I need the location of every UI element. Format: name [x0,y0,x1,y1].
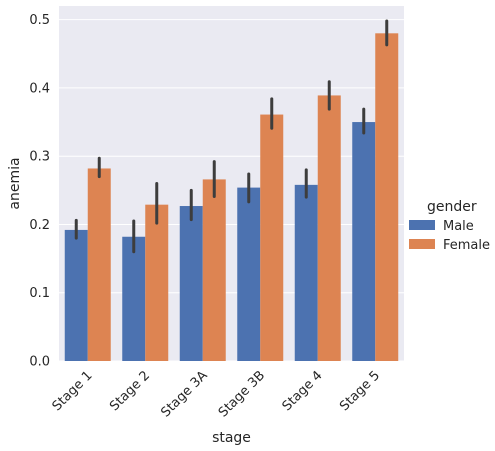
legend: gender Male Female [409,199,490,253]
y-tick-labels: 0.0 0.1 0.2 0.3 0.4 0.5 [29,13,50,369]
x-tick-label: Stage 3B [216,368,268,420]
bar-female-stage-4 [317,95,341,362]
bar-male-stage-3b [237,187,261,361]
bar-female-stage-2 [145,204,169,361]
y-axis-title: anemia [7,157,23,209]
legend-swatch-male [409,220,435,230]
y-tick-label: 0.1 [29,286,50,301]
plot-background [59,6,404,361]
bar-male-stage-4 [294,184,318,361]
y-tick-label: 0.2 [29,218,50,233]
bars [64,33,399,362]
bar-female-stage-5 [375,33,399,362]
y-tick-label: 0.5 [29,13,50,28]
bar-male-stage-3a [179,206,203,361]
bar-female-stage-3b [260,114,284,361]
x-axis-title: stage [212,430,251,446]
y-tick-label: 0.4 [29,81,50,96]
bar-male-stage-1 [64,229,88,361]
x-tick-label: Stage 2 [107,368,153,414]
x-tick-label: Stage 3A [158,368,210,420]
x-tick-label: Stage 4 [280,368,326,414]
bar-male-stage-5 [352,122,376,361]
y-tick-label: 0.3 [29,150,50,165]
y-tick-label: 0.0 [29,355,50,370]
error-bars [74,19,389,254]
x-tick-label: Stage 5 [337,368,383,414]
bar-female-stage-1 [87,168,111,361]
legend-label-male: Male [443,219,474,234]
legend-title: gender [427,199,477,215]
x-tick-labels: Stage 1 Stage 2 Stage 3A Stage 3B Stage 4 Sta… [50,368,383,420]
legend-swatch-female [409,239,435,249]
x-tick-label: Stage 1 [50,368,96,414]
bar-male-stage-2 [122,236,146,361]
legend-label-female: Female [443,238,490,253]
bar-female-stage-3a [202,179,226,361]
grid [59,19,404,362]
